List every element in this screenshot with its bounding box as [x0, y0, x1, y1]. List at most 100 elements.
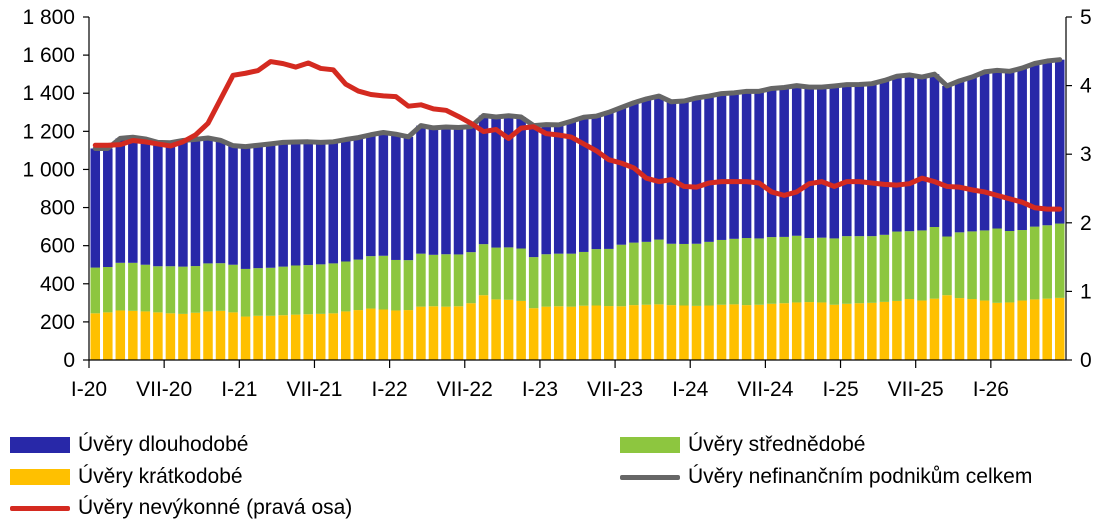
bar-long-term-VII-22: [466, 126, 476, 253]
bar-medium-term-II-20: [103, 267, 113, 313]
bar-long-term-X-22: [503, 115, 514, 248]
bar-layer: [90, 59, 1065, 360]
y-tick-label-left: 1 200: [22, 120, 75, 143]
bar-medium-term-III-20: [115, 262, 126, 311]
bar-medium-term-VII-23: [616, 244, 627, 307]
bar-medium-term-XI-20: [215, 263, 226, 311]
bar-long-term-XII-24: [829, 85, 840, 239]
bar-short-term-IV-24: [729, 304, 739, 360]
bar-medium-term-VII-24: [766, 237, 777, 304]
bar-short-term-IX-20: [190, 312, 201, 360]
bar-short-term-VI-23: [604, 306, 614, 360]
x-tick-label: VII-20: [136, 378, 192, 401]
bar-short-term-I-25: [842, 303, 852, 360]
bar-short-term-XI-22: [516, 300, 526, 360]
bar-medium-term-IX-24: [791, 235, 802, 303]
bar-short-term-V-24: [741, 305, 752, 360]
x-tick-label: VII-22: [437, 378, 493, 401]
bar-long-term-XI-23: [666, 101, 677, 244]
x-tick-label: I-23: [522, 378, 558, 401]
bar-short-term-V-25: [892, 300, 902, 360]
bar-long-term-II-22: [403, 136, 414, 261]
bar-medium-term-VIII-25: [929, 226, 940, 299]
y-tick-label-right: 1: [1080, 280, 1092, 303]
bar-short-term-VI-22: [453, 306, 464, 360]
bar-medium-term-X-24: [804, 238, 814, 303]
y-tick-label-left: 0: [63, 349, 75, 372]
bar-long-term-VIII-22: [478, 115, 489, 245]
bar-short-term-IX-23: [641, 304, 652, 360]
bar-short-term-VII-24: [766, 303, 777, 360]
bar-short-term-II-22: [403, 310, 414, 360]
bar-medium-term-I-22: [391, 259, 401, 311]
bar-short-term-VIII-24: [779, 303, 789, 360]
bar-short-term-X-23: [654, 304, 664, 360]
bar-long-term-XI-25: [967, 77, 977, 232]
bar-medium-term-VII-20: [165, 266, 176, 314]
y-tick-label-left: 1 400: [22, 82, 75, 105]
x-tick-label: I-22: [372, 378, 408, 401]
bar-long-term-I-24: [691, 97, 702, 244]
bar-short-term-I-21: [240, 316, 251, 360]
bar-medium-term-IV-20: [128, 262, 138, 311]
bar-long-term-V-25: [892, 76, 902, 232]
bar-medium-term-III-21: [265, 267, 276, 316]
bar-medium-term-IX-22: [491, 247, 501, 300]
bar-short-term-II-20: [103, 312, 113, 360]
bar-medium-term-X-21: [353, 259, 364, 311]
bar-long-term-VI-25: [904, 74, 915, 232]
bar-medium-term-XI-24: [816, 237, 827, 303]
bar-long-term-VII-24: [766, 88, 777, 238]
bar-short-term-I-22: [391, 310, 401, 360]
bar-long-term-VI-20: [153, 142, 163, 267]
bar-medium-term-II-24: [704, 241, 714, 306]
bar-short-term-II-21: [253, 315, 263, 360]
bar-short-term-XI-21: [366, 308, 376, 360]
bar-short-term-I-24: [691, 305, 702, 360]
bar-long-term-IV-26: [1029, 63, 1040, 227]
bar-short-term-I-26: [992, 302, 1002, 360]
bar-short-term-XI-24: [816, 302, 827, 360]
bar-medium-term-XI-22: [516, 248, 526, 301]
bar-short-term-VIII-25: [929, 298, 940, 360]
bar-long-term-XII-22: [528, 125, 539, 258]
bar-long-term-II-23: [553, 124, 564, 254]
bar-long-term-I-22: [391, 134, 401, 260]
bar-long-term-VIII-24: [779, 87, 789, 237]
bar-medium-term-I-23: [541, 254, 551, 307]
bar-medium-term-II-21: [253, 268, 263, 316]
bar-medium-term-IV-21: [278, 266, 288, 316]
bar-medium-term-IX-20: [190, 266, 201, 313]
bar-medium-term-V-25: [892, 231, 902, 301]
bar-medium-term-VIII-24: [779, 236, 789, 304]
bar-long-term-XI-20: [215, 140, 226, 264]
bar-long-term-V-22: [441, 126, 451, 255]
bar-medium-term-VI-22: [453, 254, 464, 307]
bar-medium-term-II-22: [403, 260, 414, 311]
bar-short-term-XI-20: [215, 310, 226, 360]
bar-short-term-IX-25: [942, 295, 952, 360]
x-tick-label: VII-21: [286, 378, 342, 401]
bar-short-term-XI-23: [666, 305, 677, 360]
x-tick-label: VII-25: [888, 378, 944, 401]
bar-long-term-V-20: [140, 138, 151, 265]
bar-long-term-IX-25: [942, 85, 952, 237]
bar-short-term-IV-20: [128, 310, 138, 360]
bar-short-term-IV-21: [278, 315, 288, 360]
bar-medium-term-V-26: [1042, 225, 1052, 299]
bar-medium-term-X-25: [954, 232, 965, 299]
bar-long-term-III-25: [867, 83, 877, 237]
npl-ratio-line: [92, 59, 1063, 212]
bar-short-term-X-24: [804, 302, 814, 360]
bar-short-term-V-21: [290, 314, 301, 360]
bar-long-term-XI-24: [816, 87, 827, 238]
bar-medium-term-XI-25: [967, 231, 977, 300]
bar-short-term-I-20: [90, 313, 101, 360]
bar-medium-term-VI-23: [604, 248, 614, 307]
bar-medium-term-IX-25: [942, 236, 952, 296]
total-loans-line: [92, 57, 1063, 151]
bar-short-term-VII-20: [165, 313, 176, 360]
bar-medium-term-IV-24: [729, 238, 739, 305]
x-tick-label: I-25: [822, 378, 858, 401]
